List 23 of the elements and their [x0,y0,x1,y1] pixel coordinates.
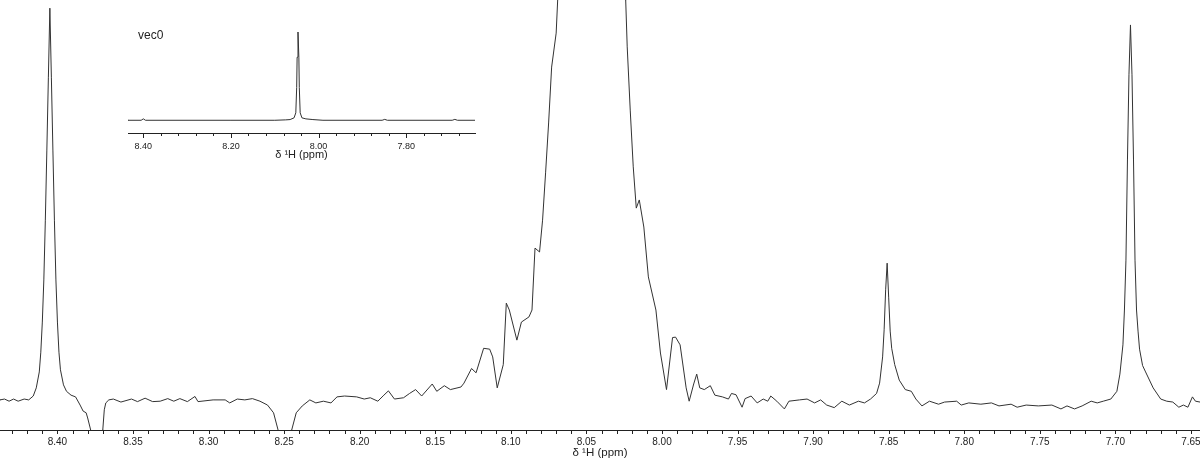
x-tick-label: 8.05 [576,435,597,447]
x-tick-label: 8.25 [274,435,295,447]
x-axis-title: δ ¹H (ppm) [572,446,628,459]
x-axis-title: δ ¹H (ppm) [275,148,328,161]
x-tick-label: 8.35 [123,435,144,447]
x-tick-label: 8.20 [349,435,370,447]
chart-title: vec0 [138,28,164,43]
x-tick-label: 7.80 [397,140,415,151]
x-tick-label: 8.00 [652,435,673,447]
x-tick-label: 8.40 [134,140,153,151]
x-tick-label: 8.30 [198,435,219,447]
x-tick-label: 8.20 [222,140,240,151]
x-tick-label: 8.40 [47,435,68,447]
x-tick-label: 8.00 [309,140,328,151]
x-tick-label: 7.70 [1105,435,1126,447]
x-tick-label: 7.90 [803,435,824,447]
x-tick-label: 7.75 [1030,435,1050,447]
x-tick-label: 8.15 [425,435,446,447]
x-tick-label: 7.85 [878,435,899,447]
x-tick-label: 7.95 [727,435,748,447]
x-tick-label: 8.10 [501,435,521,447]
x-tick-label: 7.65 [1181,435,1200,447]
x-tick-label: 7.80 [954,435,975,447]
